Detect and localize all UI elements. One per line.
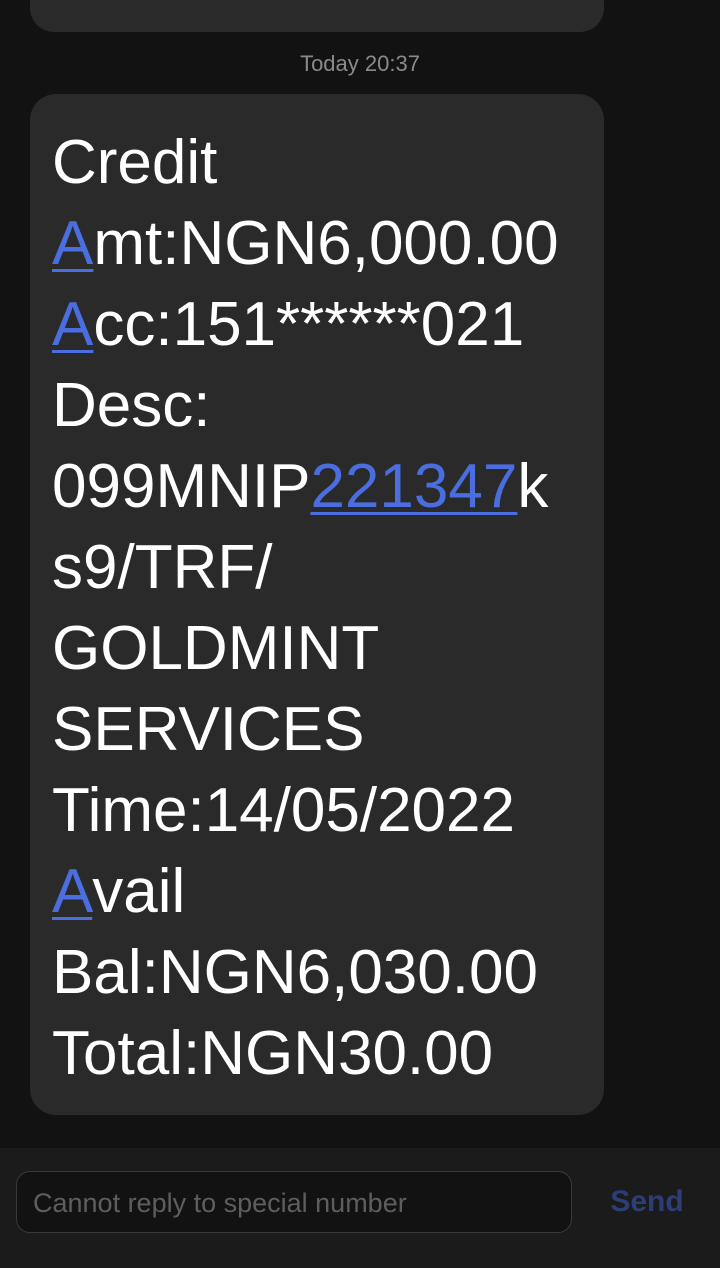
message-body: Credit Amt:NGN6,000.00 Acc:151******021 … <box>52 122 592 1094</box>
message-line: Amt:NGN6,000.00 <box>52 209 559 278</box>
previous-message-bubble[interactable] <box>30 0 604 32</box>
message-line: Desc: <box>52 371 211 440</box>
detected-number-link[interactable]: 221347 <box>310 452 518 521</box>
message-line: SERVICES <box>52 695 365 764</box>
message-line: 099MNIP221347k <box>52 452 549 521</box>
composer-bar: Cannot reply to special number Send <box>0 1148 720 1268</box>
input-placeholder: Cannot reply to special number <box>33 1188 407 1218</box>
send-button[interactable]: Send <box>610 1185 684 1218</box>
message-line: Credit <box>52 128 218 197</box>
detected-link[interactable]: A <box>52 290 94 359</box>
message-line: Avail <box>52 857 186 926</box>
message-input[interactable]: Cannot reply to special number <box>16 1171 572 1233</box>
message-line: GOLDMINT <box>52 614 380 683</box>
message-line: Bal:NGN6,030.00 <box>52 938 538 1007</box>
message-line: s9/TRF/ <box>52 533 273 602</box>
message-line: Time:14/05/2022 <box>52 776 516 845</box>
message-timestamp: Today 20:37 <box>300 51 420 76</box>
message-bubble[interactable]: Credit Amt:NGN6,000.00 Acc:151******021 … <box>30 94 604 1115</box>
message-line: Total:NGN30.00 <box>52 1019 494 1088</box>
detected-link[interactable]: A <box>52 209 94 278</box>
detected-link[interactable]: A <box>52 857 93 926</box>
message-line: Acc:151******021 <box>52 290 525 359</box>
